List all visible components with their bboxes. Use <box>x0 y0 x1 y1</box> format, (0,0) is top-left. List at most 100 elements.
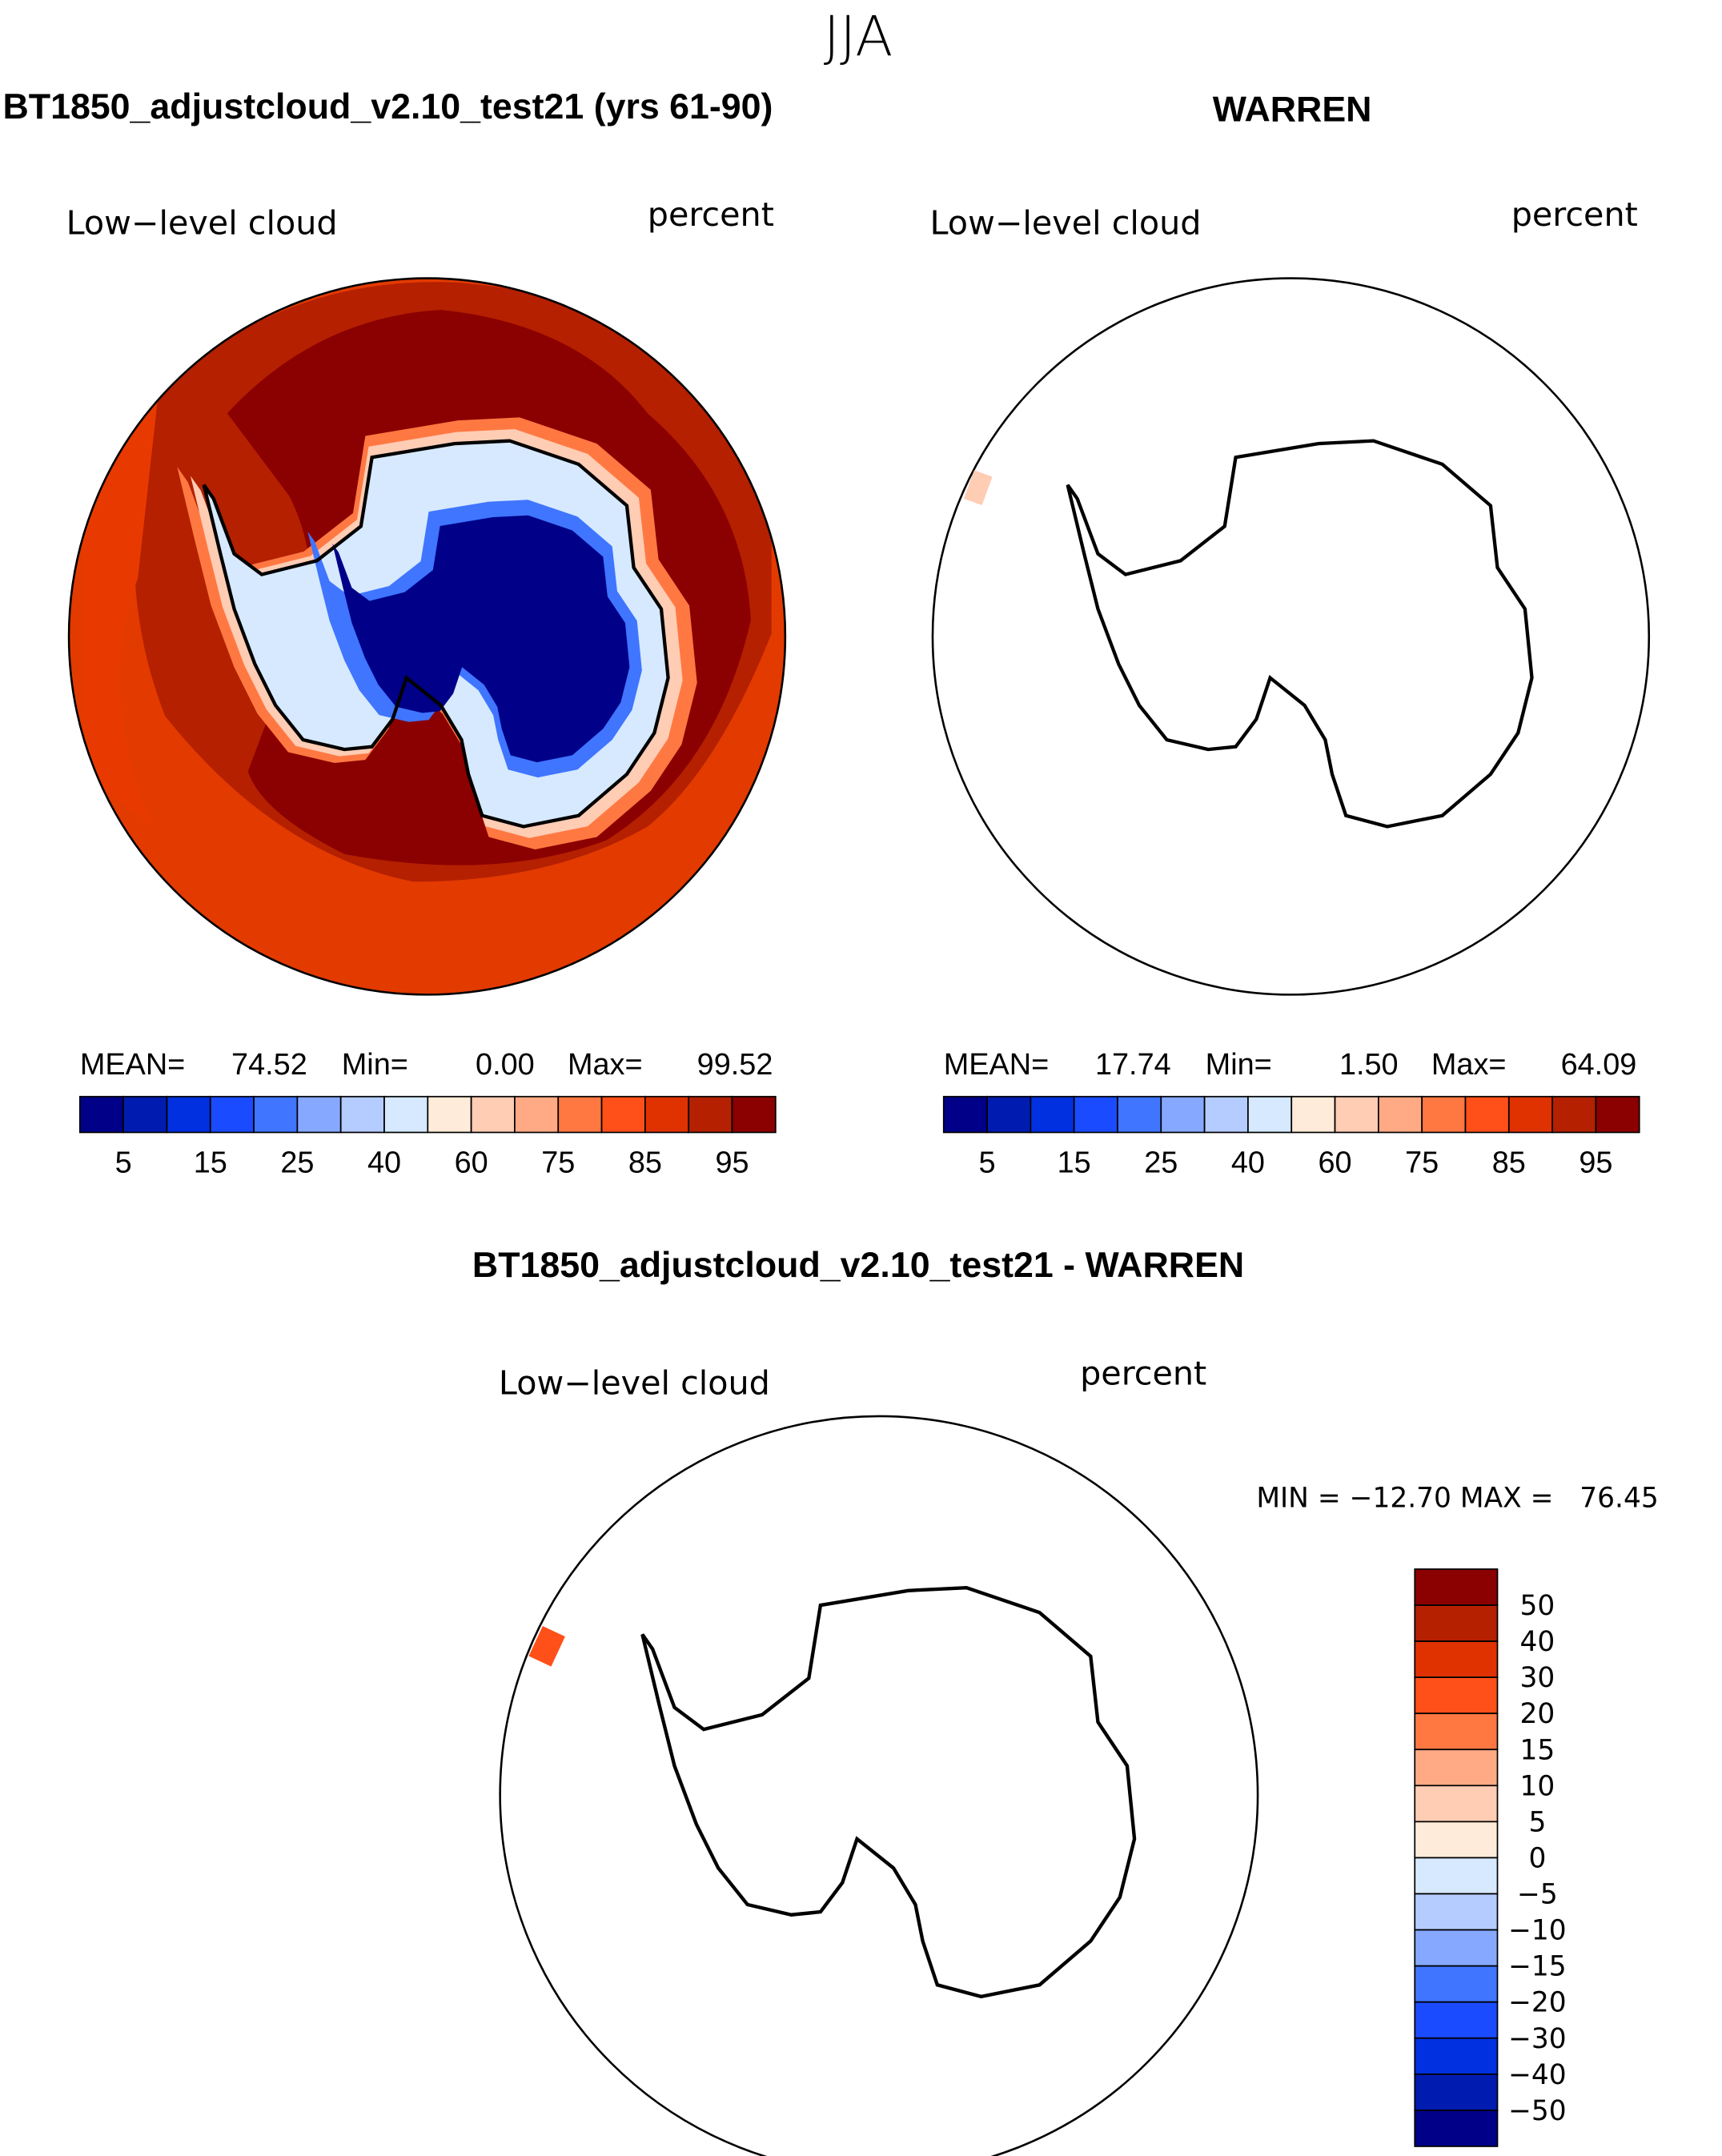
stats-obs: MEAN= 17.74 Min= 1.50 Max= 64.09 <box>944 1048 1637 1082</box>
colorbar-swatch <box>1290 1095 1336 1134</box>
colorbar-swatch <box>1073 1095 1118 1134</box>
colorbar-tick-label: 40 <box>1520 1626 1555 1658</box>
colorbar-tick-label: 15 <box>1520 1734 1555 1766</box>
stat-min-label: Min= <box>1206 1048 1272 1082</box>
stat-mean: 74.52 <box>231 1048 307 1082</box>
stat-mean-label: MEAN= <box>944 1048 1049 1082</box>
colorbar-swatch <box>688 1095 733 1134</box>
colorbar-swatch <box>644 1095 690 1134</box>
colorbar-swatch <box>1595 1095 1640 1134</box>
polar-map-model <box>69 278 785 995</box>
colorbar-swatch <box>731 1095 777 1134</box>
diff-min-max: MIN = −12.70 MAX = 76.45 <box>1256 1483 1658 1515</box>
stat-mean: 17.74 <box>1095 1048 1171 1082</box>
colorbar-swatch <box>1030 1095 1075 1134</box>
stat-max-label: Max= <box>1431 1048 1507 1082</box>
colorbar-swatch <box>1414 1893 1499 1931</box>
colorbar-swatch <box>1414 1821 1499 1859</box>
figure-title: JJA <box>824 5 893 69</box>
colorbar-swatch <box>1117 1095 1162 1134</box>
colorbar-swatch <box>1414 1785 1499 1823</box>
colorbar-swatch <box>1414 1676 1499 1715</box>
panel-title-obs: WARREN <box>1213 90 1372 129</box>
colorbar-tick-label: 5 <box>1528 1806 1546 1838</box>
polar-map-obs <box>931 277 1651 996</box>
colorbar-swatch <box>942 1095 988 1134</box>
colorbar-swatch <box>1414 1640 1499 1679</box>
units-label: percent <box>1080 1354 1206 1392</box>
colorbar-tick-label: 5 <box>115 1146 132 1179</box>
colorbar-swatch <box>1414 1712 1499 1751</box>
colorbar-swatch <box>470 1095 516 1134</box>
colorbar-swatch <box>339 1095 385 1134</box>
colorbar-swatch <box>122 1095 168 1134</box>
colorbar-swatch <box>1414 2110 1499 2147</box>
colorbar-swatch <box>1414 2001 1499 2039</box>
colorbar-tick-label: −20 <box>1508 1987 1567 2019</box>
colorbar-tick-label: −15 <box>1508 1951 1567 1983</box>
colorbar-tick-label: −50 <box>1508 2095 1567 2127</box>
stat-max: 64.09 <box>1561 1048 1637 1082</box>
stats-model: MEAN= 74.52 Min= 0.00 Max= 99.52 <box>80 1048 773 1082</box>
colorbar-tick-label: 40 <box>367 1146 401 1179</box>
colorbar-swatch <box>986 1095 1032 1134</box>
colorbar-tick-label: 85 <box>628 1146 662 1179</box>
colorbar-swatch <box>1334 1095 1379 1134</box>
colorbar-tick-label: 15 <box>1058 1146 1091 1179</box>
colorbar-swatch <box>1414 1748 1499 1787</box>
colorbar-swatch <box>166 1095 211 1134</box>
colorbar-swatch <box>1414 2037 1499 2075</box>
colorbar-swatch <box>296 1095 342 1134</box>
colorbar-tick-label: 5 <box>979 1146 996 1179</box>
colorbar-swatch <box>1414 1929 1499 1967</box>
colorbar-swatch <box>1414 1965 1499 2003</box>
variable-label: Low−level cloud <box>499 1363 770 1402</box>
stat-min: 1.50 <box>1339 1048 1399 1082</box>
colorbar-swatch <box>1247 1095 1293 1134</box>
colorbar-tick-label: 75 <box>1405 1146 1439 1179</box>
colorbar-tick-label: 20 <box>1520 1698 1555 1730</box>
colorbar-tick-label: 75 <box>541 1146 575 1179</box>
colorbar-swatch <box>1464 1095 1510 1134</box>
panel-title-diff: BT1850_adjustcloud_v2.10_test21 - WARREN <box>472 1246 1244 1285</box>
colorbar-tick-label: 60 <box>455 1146 488 1179</box>
colorbar-swatch <box>514 1095 560 1134</box>
colorbar-swatch <box>78 1095 124 1134</box>
colorbar-model: 5 15 25 40 60 75 85 95 <box>78 1095 777 1179</box>
colorbar-tick-label: 30 <box>1520 1662 1555 1694</box>
colorbar-tick-label: 50 <box>1520 1590 1555 1622</box>
stat-mean-label: MEAN= <box>80 1048 185 1082</box>
panel-title-model: BT1850_adjustcloud_v2.10_test21 (yrs 61-… <box>2 87 773 126</box>
colorbar-tick-label: 85 <box>1492 1146 1526 1179</box>
colorbar-swatch <box>1414 1568 1499 1606</box>
variable-label: Low−level cloud <box>930 204 1202 243</box>
colorbar-tick-label: 40 <box>1231 1146 1265 1179</box>
colorbar-swatch <box>1160 1095 1206 1134</box>
colorbar-swatch <box>1414 2073 1499 2111</box>
stat-max: 99.52 <box>697 1048 773 1082</box>
colorbar-tick-label: 95 <box>715 1146 749 1179</box>
variable-label: Low−level cloud <box>66 204 338 243</box>
colorbar-swatch <box>253 1095 299 1134</box>
stat-min: 0.00 <box>476 1048 535 1082</box>
colorbar-obs: 5 15 25 40 60 75 85 95 <box>942 1095 1640 1179</box>
colorbar-swatch <box>1414 1604 1499 1642</box>
colorbar-swatch <box>600 1095 646 1134</box>
colorbar-tick-label: −5 <box>1517 1879 1558 1911</box>
colorbar-swatch <box>557 1095 603 1134</box>
colorbar-tick-label: 25 <box>280 1146 314 1179</box>
colorbar-swatch <box>427 1095 472 1134</box>
units-label: percent <box>1511 195 1638 234</box>
colorbar-swatch <box>1551 1095 1597 1134</box>
colorbar-swatch <box>209 1095 255 1134</box>
colorbar-tick-label: −30 <box>1508 2023 1567 2055</box>
colorbar-tick-label: −40 <box>1508 2059 1567 2091</box>
colorbar-swatch <box>1414 1857 1499 1895</box>
colorbar-tick-label: 10 <box>1520 1770 1555 1802</box>
units-label: percent <box>648 195 774 234</box>
colorbar-swatch <box>383 1095 429 1134</box>
stat-max-label: Max= <box>568 1048 643 1082</box>
colorbar-swatch <box>1421 1095 1467 1134</box>
